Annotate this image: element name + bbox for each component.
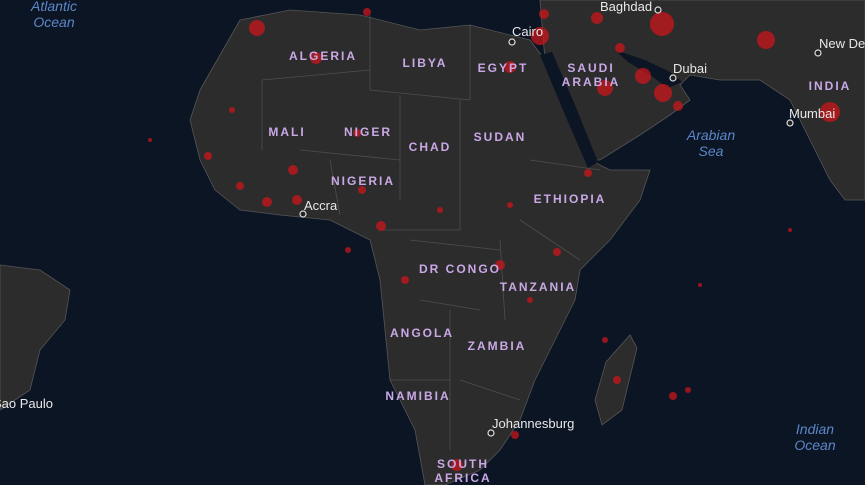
case-marker <box>685 387 691 393</box>
country-label: EGYPT <box>478 61 529 75</box>
case-markers <box>148 8 840 471</box>
ocean-label: Atlantic <box>30 0 77 14</box>
case-marker <box>451 459 463 471</box>
country-label: INDIA <box>809 79 852 93</box>
city-label: Accra <box>304 198 338 213</box>
case-marker <box>262 197 272 207</box>
case-marker <box>495 260 505 270</box>
city-label: Sao Paulo <box>0 396 53 411</box>
case-marker <box>613 376 621 384</box>
case-marker <box>602 337 608 343</box>
persian-gulf <box>615 50 682 88</box>
case-marker <box>353 129 361 137</box>
city-label: Mumbai <box>789 106 835 121</box>
ocean-label: Arabian <box>686 127 735 143</box>
city-marker <box>508 38 516 46</box>
city-marker <box>299 210 307 218</box>
country-label: ZAMBIA <box>468 339 527 353</box>
city-marker <box>654 6 662 14</box>
case-marker <box>504 61 516 73</box>
case-marker <box>788 228 792 232</box>
case-marker <box>148 138 152 142</box>
city-label: Johannesburg <box>492 416 574 431</box>
country-label: TANZANIA <box>500 280 576 294</box>
case-marker <box>615 43 625 53</box>
country-label: ARABIA <box>562 75 621 89</box>
case-marker <box>698 283 702 287</box>
city-label: Cairo <box>512 24 543 39</box>
country-label: NAMIBIA <box>385 389 450 403</box>
south-america <box>0 264 71 411</box>
country-label: SUDAN <box>474 130 527 144</box>
ocean-label: Indian <box>796 421 834 437</box>
case-marker <box>249 20 265 36</box>
case-marker <box>229 107 235 113</box>
country-label: LIBYA <box>403 56 448 70</box>
city-marker <box>669 74 677 82</box>
case-marker <box>757 31 775 49</box>
case-marker <box>401 276 409 284</box>
case-marker <box>584 169 592 177</box>
mediterranean <box>250 0 530 30</box>
case-marker <box>363 8 371 16</box>
case-marker <box>820 102 840 122</box>
city-marker <box>487 429 495 437</box>
case-marker <box>669 392 677 400</box>
case-marker <box>345 247 351 253</box>
country-label: SAUDI <box>567 61 614 75</box>
borders <box>261 15 601 450</box>
case-marker <box>650 12 674 36</box>
case-marker <box>511 431 519 439</box>
case-marker <box>597 80 613 96</box>
red-sea <box>540 52 598 168</box>
case-marker <box>236 182 244 190</box>
country-label: NIGERIA <box>331 174 395 188</box>
city-label: New Delhi <box>819 36 865 51</box>
country-label: DR CONGO <box>419 262 501 276</box>
country-label: AFRICA <box>434 471 491 485</box>
case-marker <box>553 248 561 256</box>
case-marker <box>531 27 549 45</box>
case-marker <box>539 9 549 19</box>
case-marker <box>358 186 366 194</box>
city-label: Baghdad <box>600 0 652 14</box>
africa <box>189 9 651 485</box>
case-marker <box>635 68 651 84</box>
city-label: Dubai <box>673 61 707 76</box>
ocean-label: Ocean <box>33 14 74 30</box>
city-marker <box>786 119 794 127</box>
country-label: ETHIOPIA <box>534 192 607 206</box>
ocean-label: Sea <box>699 143 724 159</box>
country-label: SOUTH <box>437 457 489 471</box>
country-label: ALGERIA <box>289 49 357 63</box>
case-marker <box>292 195 302 205</box>
case-marker <box>654 84 672 102</box>
case-marker <box>673 101 683 111</box>
country-label: CHAD <box>409 140 452 154</box>
country-label: ANGOLA <box>390 326 454 340</box>
case-marker <box>310 52 322 64</box>
case-marker <box>204 152 212 160</box>
city-marker <box>814 49 822 57</box>
case-marker <box>437 207 443 213</box>
country-label: NIGER <box>344 125 392 139</box>
case-marker <box>591 12 603 24</box>
ocean-label: Ocean <box>794 437 835 453</box>
case-marker <box>376 221 386 231</box>
country-label: MALI <box>268 125 305 139</box>
case-marker <box>507 202 513 208</box>
case-marker <box>527 297 533 303</box>
case-marker <box>288 165 298 175</box>
